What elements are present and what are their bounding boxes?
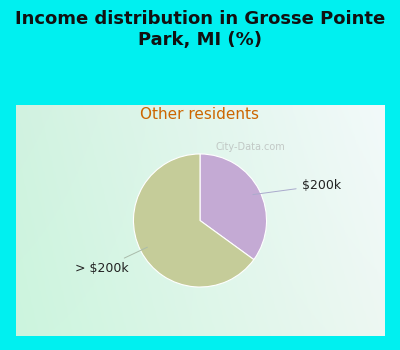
Wedge shape <box>200 154 266 260</box>
Text: $200k: $200k <box>253 179 341 195</box>
Text: City-Data.com: City-Data.com <box>216 142 286 152</box>
Text: Income distribution in Grosse Pointe
Park, MI (%): Income distribution in Grosse Pointe Par… <box>15 10 385 49</box>
Wedge shape <box>134 154 254 287</box>
Text: Other residents: Other residents <box>140 107 260 122</box>
Text: > $200k: > $200k <box>75 247 147 275</box>
